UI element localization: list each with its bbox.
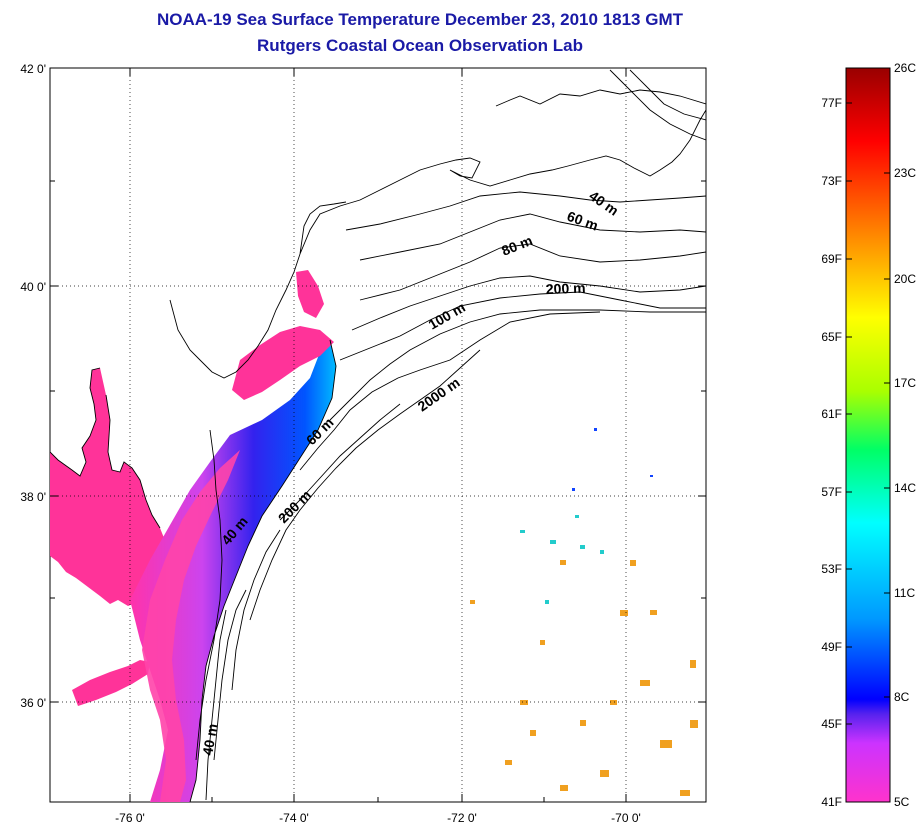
cb-label-61f: 61F [821, 407, 842, 421]
cb-label-11c: 11C [894, 586, 915, 600]
coastline [50, 109, 706, 802]
map-title: NOAA-19 Sea Surface Temperature December… [157, 10, 683, 29]
cb-label-8c: 8C [894, 690, 910, 704]
lon-label-74: -74 0' [279, 811, 309, 825]
cb-label-17c: 17C [894, 376, 916, 390]
lon-label-76: -76 0' [115, 811, 145, 825]
offshore-warm-patches [470, 560, 698, 796]
lon-label-70: -70 0' [611, 811, 641, 825]
cb-label-73f: 73F [821, 174, 842, 188]
longitude-labels: -76 0' -74 0' -72 0' -70 0' [115, 811, 641, 825]
lat-label-38: 38 0' [20, 490, 46, 504]
lat-label-40: 40 0' [20, 280, 46, 294]
lon-label-72: -72 0' [447, 811, 477, 825]
contour-label-200m-ne: 200 m [546, 280, 586, 297]
cb-label-65f: 65F [821, 330, 842, 344]
map-subtitle: Rutgers Coastal Ocean Observation Lab [257, 36, 583, 55]
bathymetry-contours [205, 69, 706, 801]
cb-label-45f: 45F [821, 717, 842, 731]
graticule [50, 68, 706, 802]
nearshore-sst [142, 450, 240, 802]
colorbar-gradient [845, 67, 891, 803]
cb-label-49f: 49F [821, 640, 842, 654]
shelf-sst [130, 340, 336, 802]
james-river-sst [72, 660, 150, 706]
nj-north-sst [296, 270, 324, 318]
cb-label-5c: 5C [894, 795, 910, 809]
cb-label-41f: 41F [821, 795, 842, 809]
cb-label-53f: 53F [821, 562, 842, 576]
cb-label-77f: 77F [821, 96, 842, 110]
axis-ticks [50, 67, 706, 802]
cb-label-20c: 20C [894, 272, 916, 286]
cb-label-26c: 26C [894, 61, 916, 75]
nj-coastal-sst [232, 326, 334, 400]
cb-label-23c: 23C [894, 166, 916, 180]
lat-label-42: 42 0' [20, 62, 46, 76]
contour-label-40m-south: 40 m [199, 722, 220, 756]
cb-label-57f: 57F [821, 485, 842, 499]
offshore-cool-patches [520, 515, 604, 604]
lat-label-36: 36 0' [20, 696, 46, 710]
cb-label-69f: 69F [821, 252, 842, 266]
cb-label-14c: 14C [894, 481, 916, 495]
offshore-blue-specks [572, 428, 653, 491]
latitude-labels: 42 0' 40 0' 38 0' 36 0' [20, 62, 46, 710]
colorbar: 77F 73F 69F 65F 61F 57F 53F 49F 45F 41F … [821, 61, 916, 809]
plot-frame [49, 67, 707, 803]
chesapeake-bay-sst [50, 368, 172, 606]
